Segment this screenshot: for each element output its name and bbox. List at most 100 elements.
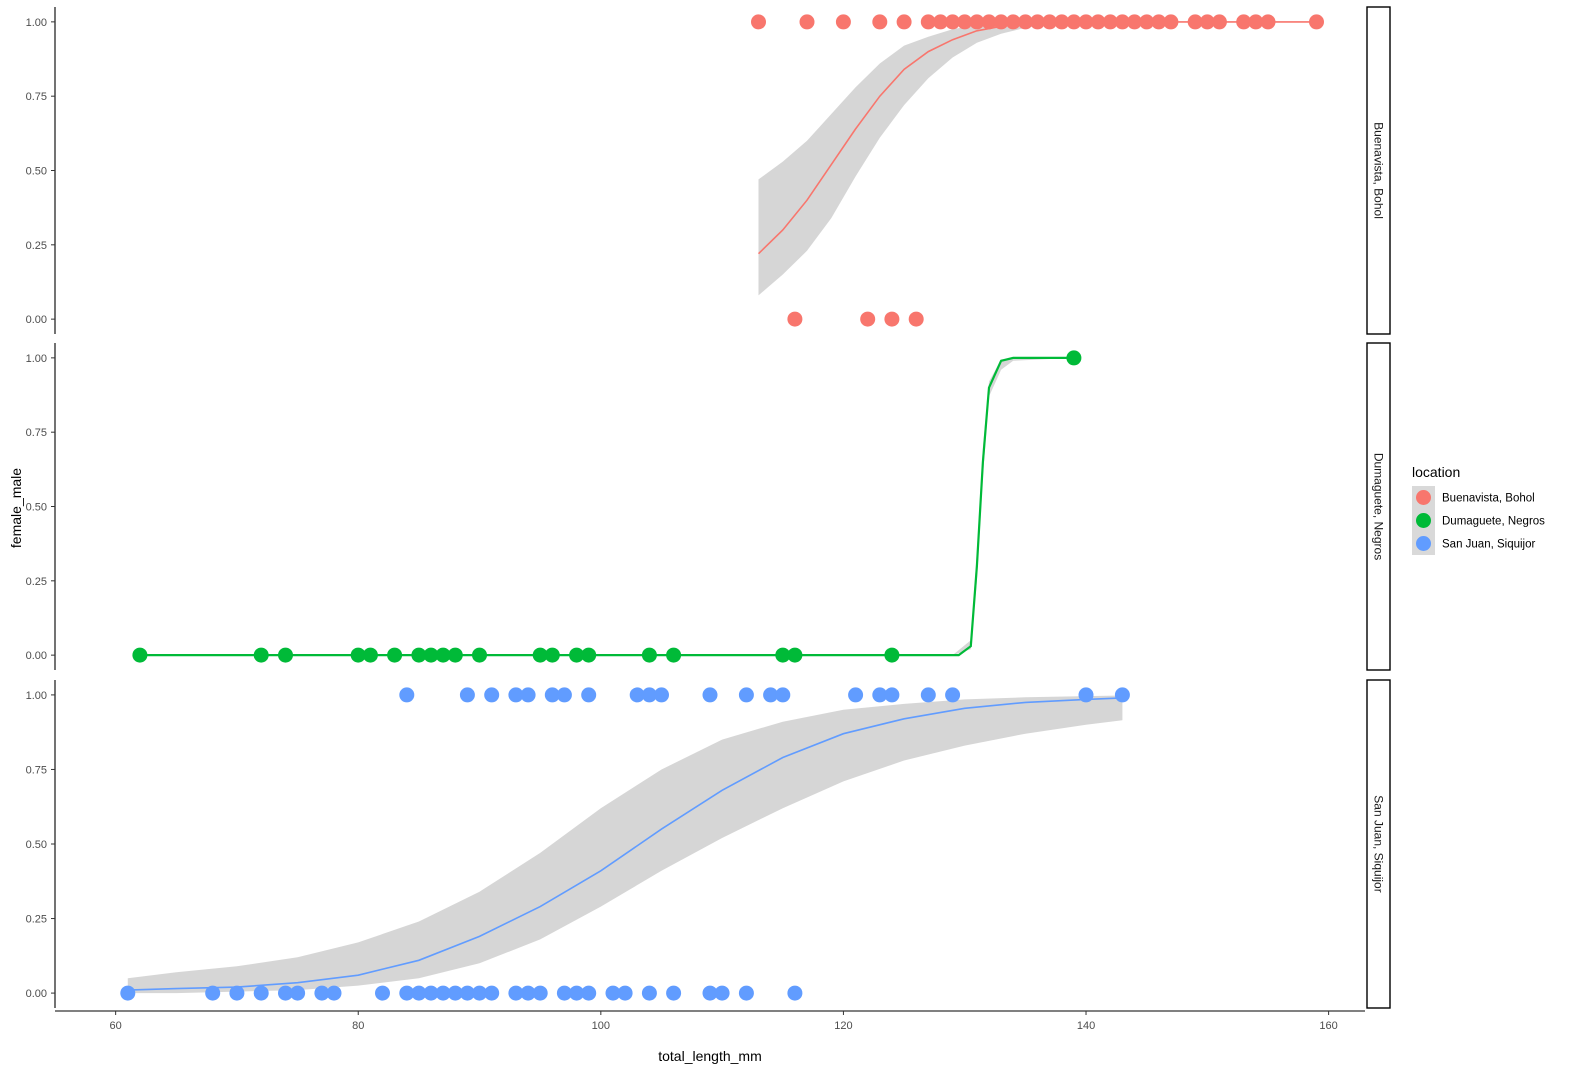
data-point [459, 985, 475, 1001]
data-point [1066, 350, 1082, 366]
y-tick-label: 0.00 [26, 988, 47, 1000]
data-point [1114, 14, 1130, 30]
data-point [1102, 14, 1118, 30]
data-point [435, 985, 451, 1001]
data-point [447, 985, 463, 1001]
legend-title: location [1412, 464, 1460, 480]
data-point [920, 687, 936, 703]
data-point [1078, 687, 1094, 703]
data-point [884, 687, 900, 703]
data-point [411, 985, 427, 1001]
data-point [1054, 14, 1070, 30]
legend-key-dumaguete-negros [1416, 513, 1431, 528]
data-point [860, 311, 876, 327]
legend: location Buenavista, Bohol Dumaguete, Neg… [1412, 464, 1545, 555]
y-tick-label: 0.50 [26, 839, 47, 851]
data-point [399, 985, 415, 1001]
data-point [205, 985, 221, 1001]
data-point [508, 985, 524, 1001]
data-point [1211, 14, 1227, 30]
data-point [884, 311, 900, 327]
data-point [641, 647, 657, 663]
data-point [896, 14, 912, 30]
data-point [1309, 14, 1324, 30]
data-point [569, 985, 585, 1001]
x-axis: 60 80 100 120 140 160 [55, 1010, 1365, 1032]
data-point [775, 647, 791, 663]
data-point [532, 985, 548, 1001]
data-point [993, 14, 1009, 30]
data-point [787, 985, 803, 1001]
data-point [702, 687, 718, 703]
data-point [581, 985, 597, 1001]
data-point [472, 647, 487, 663]
legend-label-buenavista-bohol: Buenavista, Bohol [1442, 493, 1535, 505]
data-point [1163, 14, 1179, 30]
legend-label-dumaguete-negros: Dumaguete, Negros [1442, 516, 1545, 528]
data-point [556, 687, 572, 703]
data-point [411, 647, 427, 663]
data-point [969, 14, 985, 30]
data-point [775, 687, 791, 703]
y-tick-label: 0.50 [26, 166, 47, 178]
data-point [1199, 14, 1215, 30]
data-point [835, 14, 851, 30]
data-point [326, 985, 342, 1001]
data-point [641, 985, 657, 1001]
facet-strip-label: Buenavista, Bohol [1372, 122, 1386, 219]
data-point [714, 985, 730, 1001]
y-tick-label: 1.00 [26, 17, 47, 29]
data-point [787, 311, 803, 327]
data-point [229, 985, 245, 1001]
y-tick-label: 0.75 [26, 764, 47, 776]
data-point [751, 14, 766, 30]
data-point [702, 985, 718, 1001]
data-point [945, 14, 961, 30]
data-point [666, 985, 682, 1001]
x-tick-label: 140 [1077, 1020, 1095, 1032]
data-point [278, 647, 293, 663]
data-point [484, 687, 500, 703]
data-point [666, 647, 682, 663]
data-point [981, 14, 997, 30]
y-tick-label: 0.75 [26, 91, 47, 103]
y-tick-label: 0.00 [26, 650, 47, 662]
x-tick-label: 100 [592, 1020, 610, 1032]
data-point [1078, 14, 1094, 30]
y-tick-label: 1.00 [26, 690, 47, 702]
x-tick-label: 60 [110, 1020, 122, 1032]
data-point [787, 647, 803, 663]
facet-panel-dumaguete-negros: 0.00 0.25 0.50 0.75 1.00 Dumaguete, Negros [26, 342, 1391, 671]
data-point [629, 687, 645, 703]
data-point [848, 687, 864, 703]
data-point [581, 687, 597, 703]
data-point [738, 687, 754, 703]
data-point [544, 647, 560, 663]
data-point [1042, 14, 1058, 30]
data-point [1114, 687, 1130, 703]
data-point [423, 985, 439, 1001]
data-point [884, 647, 900, 663]
data-point [459, 687, 475, 703]
data-point [1248, 14, 1264, 30]
data-point [933, 14, 948, 30]
data-point [763, 687, 779, 703]
facet-strip [1366, 6, 1391, 335]
data-point [484, 985, 500, 1001]
y-axis-title: female_male [8, 468, 24, 548]
data-point [278, 985, 293, 1001]
data-point [423, 647, 439, 663]
data-point [920, 14, 936, 30]
facet-panel-san-juan-siquijor: 0.00 0.25 0.50 0.75 1.00 San Juan, Siquijor [26, 679, 1391, 1009]
data-point [957, 14, 973, 30]
facet-strip-label: Dumaguete, Negros [1372, 453, 1386, 560]
data-point [1236, 14, 1252, 30]
data-point [1139, 14, 1155, 30]
facet-strip [1366, 342, 1391, 671]
data-point [617, 985, 633, 1001]
data-point [1090, 14, 1106, 30]
data-point [532, 647, 548, 663]
data-point [581, 647, 597, 663]
x-tick-label: 120 [834, 1020, 852, 1032]
